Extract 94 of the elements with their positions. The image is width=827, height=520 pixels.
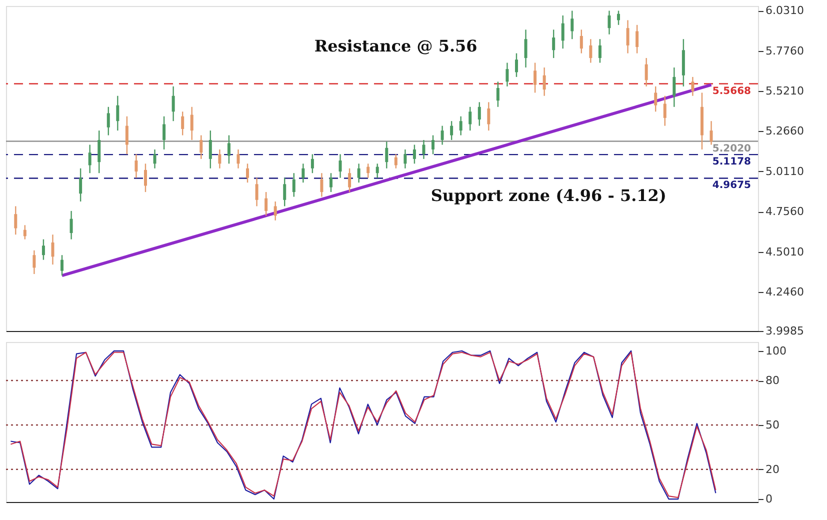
candlestick xyxy=(357,163,360,184)
y-tick-label: 5.7760 xyxy=(766,44,804,58)
candlestick xyxy=(236,148,240,169)
candlestick xyxy=(561,14,564,50)
candlestick xyxy=(310,154,314,174)
candlestick xyxy=(274,200,277,222)
candlestick xyxy=(14,206,18,236)
candlestick xyxy=(598,38,602,64)
candlestick xyxy=(710,120,713,146)
candlestick xyxy=(506,62,509,88)
candlestick xyxy=(42,238,45,260)
candlestick xyxy=(654,86,658,112)
y-tick-label: 80 xyxy=(766,374,780,388)
candlestick xyxy=(385,140,388,169)
candlestick xyxy=(514,52,518,78)
candlestick xyxy=(663,95,666,126)
candlestick xyxy=(264,191,268,216)
candlestick xyxy=(534,62,537,94)
candlestick xyxy=(255,177,258,207)
ref-line-label: 5.1178 xyxy=(712,156,752,168)
ref-line-label: 5.2020 xyxy=(712,143,752,154)
candlestick xyxy=(60,254,64,276)
candlestick xyxy=(487,102,490,132)
y-tick-label: 6.0310 xyxy=(766,4,804,18)
candlestick xyxy=(125,116,128,155)
candlestick xyxy=(283,177,286,207)
candlestick xyxy=(208,130,212,169)
candlestick xyxy=(218,148,222,169)
candlestick xyxy=(422,139,426,160)
candlestick xyxy=(608,10,611,35)
candlestick xyxy=(589,38,592,64)
candlestick xyxy=(153,148,156,169)
candlestick xyxy=(172,86,175,122)
candlestick xyxy=(478,102,481,126)
annotation: Resistance @ 5.56 xyxy=(314,36,478,56)
y-tick-label: 4.7560 xyxy=(766,205,804,218)
candlestick xyxy=(636,24,639,54)
candlestick xyxy=(32,250,36,275)
candlestick xyxy=(376,163,379,178)
candlestick xyxy=(79,168,82,202)
candlestick xyxy=(552,29,556,59)
y-tick-label: 3.9985 xyxy=(766,324,804,338)
candlestick xyxy=(144,163,147,193)
candlestick xyxy=(70,210,73,240)
candlestick xyxy=(227,134,230,164)
candlestick xyxy=(181,111,184,136)
candlestick xyxy=(88,144,92,174)
y-tick-label: 5.0110 xyxy=(766,164,804,178)
candlestick xyxy=(626,20,630,54)
candlestick xyxy=(450,120,454,141)
candlestick xyxy=(338,154,342,178)
candlestick xyxy=(542,66,546,96)
candlestick xyxy=(200,134,203,160)
candlestick xyxy=(617,10,620,26)
y-tick-label: 5.5210 xyxy=(766,84,804,98)
candlestick xyxy=(106,106,110,136)
candlestick xyxy=(190,106,194,141)
candlestick xyxy=(524,29,528,68)
candlestick xyxy=(394,154,398,169)
candlestick xyxy=(468,106,472,132)
candlestick xyxy=(366,163,370,178)
y-tick-label: 5.2660 xyxy=(766,124,804,138)
candlestick xyxy=(432,134,435,155)
y-tick-label: 0 xyxy=(766,492,772,506)
y-tick-label: 20 xyxy=(766,462,780,476)
candlestick xyxy=(320,172,324,198)
y-tick-label: 4.2460 xyxy=(766,285,804,298)
candlestick xyxy=(496,81,500,108)
candlestick xyxy=(23,224,26,240)
candlestick xyxy=(348,168,352,193)
candlestick xyxy=(440,125,444,146)
candlestick xyxy=(302,163,305,184)
candlestick xyxy=(644,57,648,88)
candlestick xyxy=(116,95,120,132)
ref-line-label: 4.9675 xyxy=(712,180,752,192)
y-tick-label: 100 xyxy=(766,344,786,358)
candlestick xyxy=(404,148,407,169)
candlestick xyxy=(691,76,694,96)
annotation: Support zone (4.96 - 5.12) xyxy=(430,186,667,206)
y-tick-label: 50 xyxy=(766,418,780,432)
candlestick xyxy=(246,163,250,184)
y-tick-label: 4.5010 xyxy=(766,245,804,258)
candlestick xyxy=(162,116,166,150)
candlestick xyxy=(329,172,332,193)
candlestick xyxy=(672,66,676,108)
candlestick xyxy=(580,29,583,54)
candlestick xyxy=(51,234,54,266)
candlestick xyxy=(98,130,101,174)
candlestick xyxy=(570,10,574,40)
candlestick xyxy=(412,144,416,164)
candlestick xyxy=(292,172,296,198)
candlestick xyxy=(134,154,138,178)
candlestick xyxy=(459,116,462,136)
ref-line-label: 5.5668 xyxy=(712,86,752,97)
